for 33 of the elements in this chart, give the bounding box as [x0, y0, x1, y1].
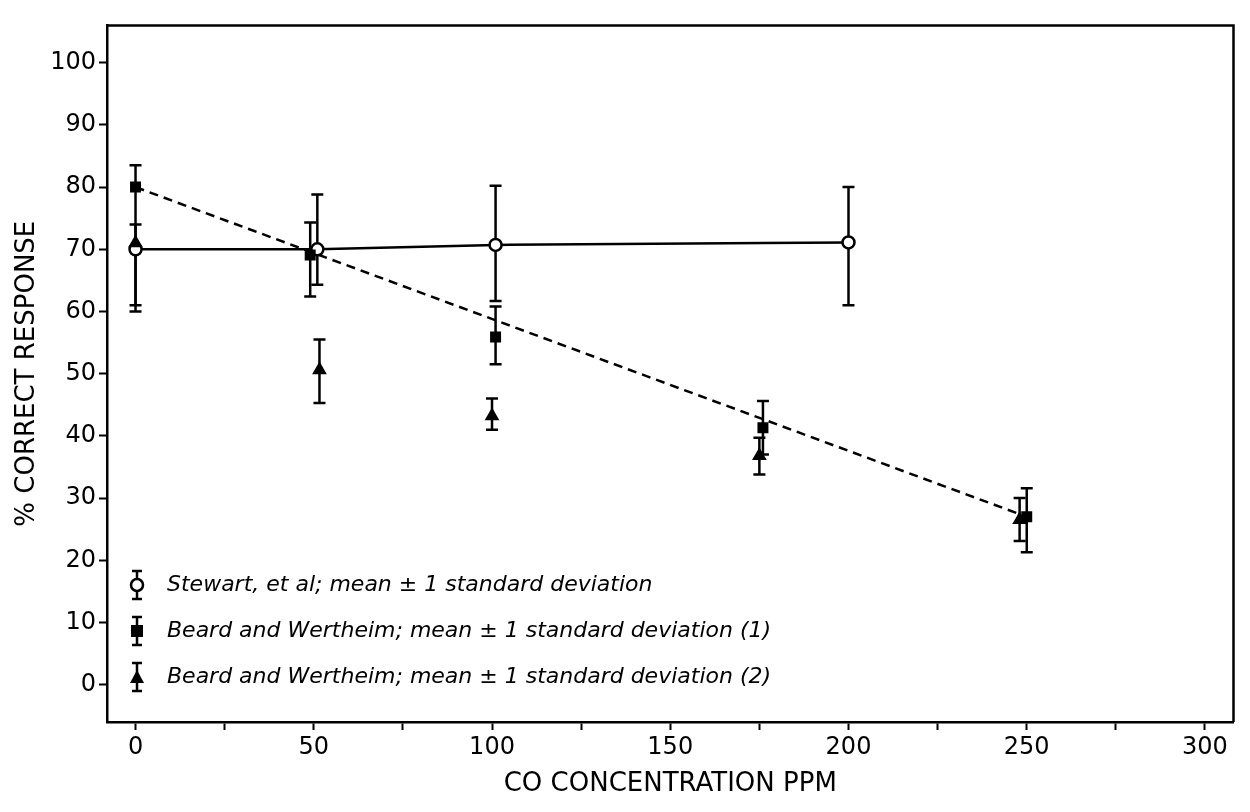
point — [485, 408, 499, 421]
x-tick-label: 200 — [825, 731, 872, 760]
y-tick-label: 10 — [65, 606, 97, 635]
x-tick-label: 150 — [647, 731, 694, 760]
point — [1013, 512, 1027, 525]
y-tick-label: 40 — [65, 420, 97, 449]
legend-label: Beard and Wertheim; mean ± 1 standard deviation (1) — [167, 616, 772, 642]
point — [841, 235, 856, 250]
x-tick-label: 250 — [1003, 731, 1050, 760]
x-tick-label: 50 — [298, 731, 330, 760]
legend-label: Stewart, et al; mean ± 1 standard deviation — [167, 570, 653, 596]
point — [752, 448, 766, 461]
x-tick-label: 100 — [469, 731, 515, 760]
point — [757, 422, 769, 434]
y-tick-label: 30 — [65, 482, 97, 511]
x-tick-label: 300 — [1182, 731, 1228, 760]
point — [313, 362, 326, 375]
legend-label: Beard and Wertheim; mean ± 1 standard deviation (2) — [167, 662, 772, 688]
x-tick-label: 0 — [127, 731, 144, 760]
y-tick-label: 100 — [50, 46, 97, 75]
y-axis-title: % CORRECT RESPONSE — [10, 220, 41, 527]
y-tick-label: 80 — [65, 171, 97, 200]
x-axis-title: CO CONCENTRATION PPM — [503, 767, 837, 798]
point — [488, 237, 503, 253]
y-tick-label: 60 — [65, 295, 97, 324]
y-tick-label: 0 — [80, 668, 97, 697]
y-tick-label: 20 — [65, 544, 97, 573]
point — [129, 235, 142, 248]
y-tick-label: 70 — [65, 233, 97, 262]
point — [490, 331, 502, 343]
point — [130, 181, 142, 193]
y-tick-label: 50 — [65, 357, 97, 386]
y-tick-label: 90 — [65, 109, 97, 138]
